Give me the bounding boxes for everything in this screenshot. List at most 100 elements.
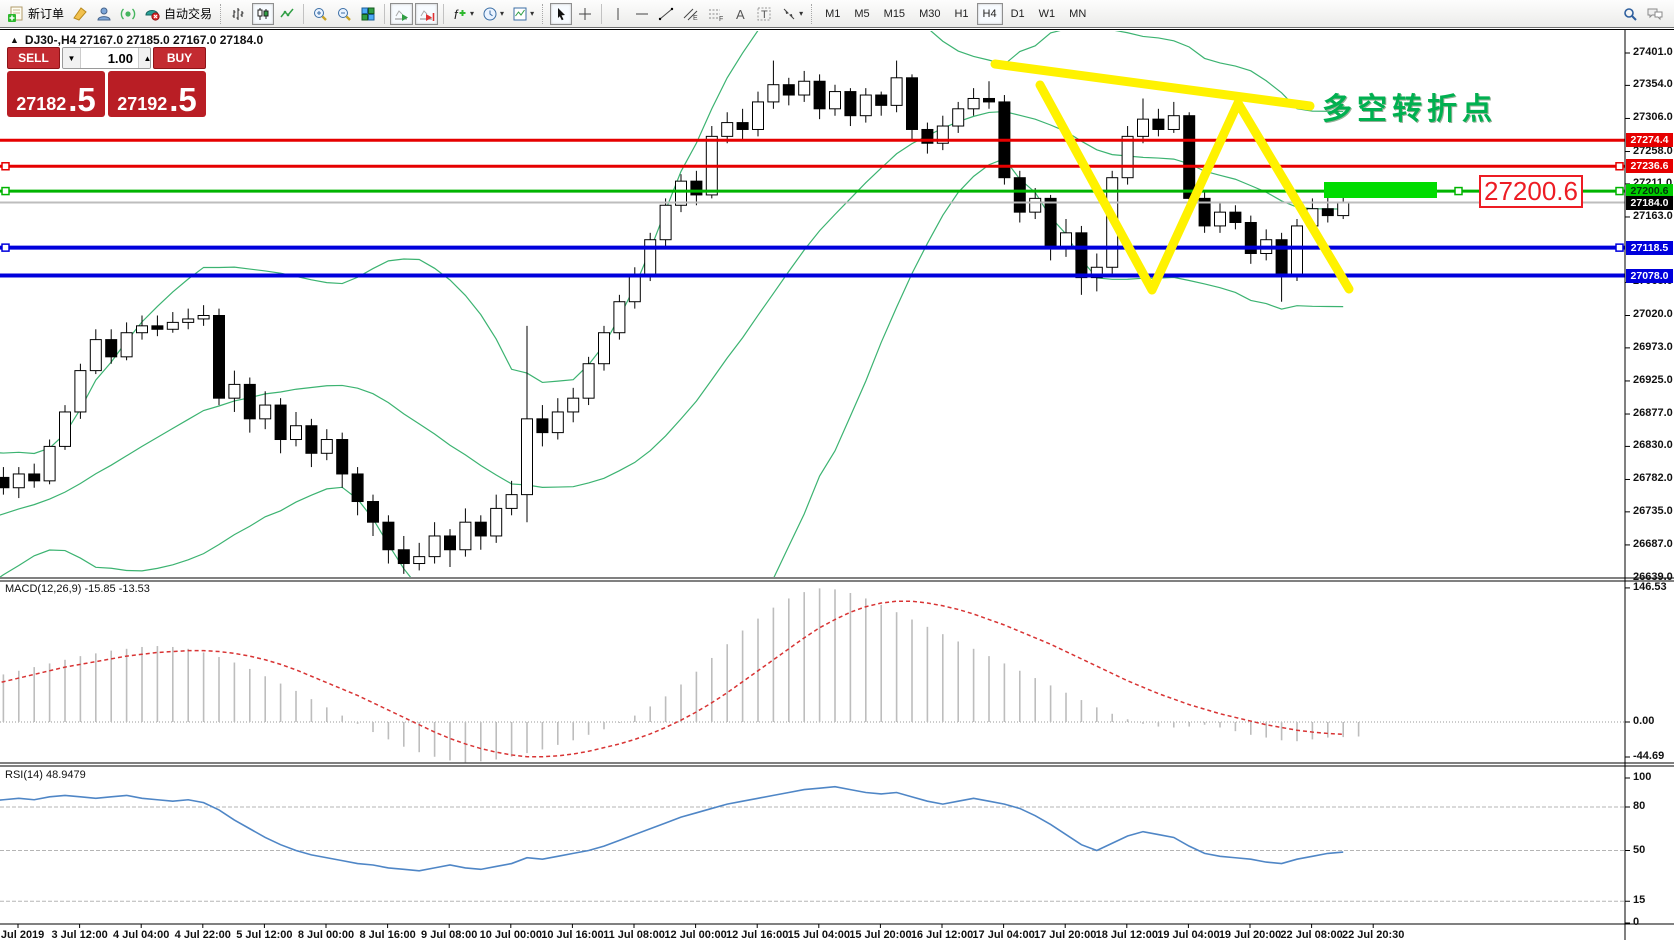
toolbar-grip bbox=[220, 3, 223, 24]
cursor-button[interactable] bbox=[550, 2, 573, 25]
vertical-line-tool[interactable] bbox=[607, 3, 629, 25]
yellow-zigzag[interactable] bbox=[1035, 80, 1354, 295]
buy-price-main: 27192 bbox=[117, 94, 168, 114]
hline-handle[interactable] bbox=[1, 243, 10, 252]
tab-tf-W1[interactable]: W1 bbox=[1033, 3, 1062, 25]
macd-label: MACD(12,26,9) -15.85 -13.53 bbox=[5, 583, 150, 595]
bar-chart-icon bbox=[232, 7, 244, 20]
volume-input[interactable] bbox=[81, 48, 138, 68]
chat-icon bbox=[1647, 8, 1663, 20]
profile-button[interactable] bbox=[93, 3, 115, 25]
crosshair-button[interactable] bbox=[574, 3, 596, 25]
macd-histogram bbox=[2, 588, 1360, 763]
tab-tf-H4[interactable]: H4 bbox=[976, 2, 1003, 25]
collapse-panel-icon[interactable]: ▲ bbox=[10, 35, 19, 45]
hline-handle[interactable] bbox=[1, 162, 10, 171]
equidistant-channel-tool[interactable]: E bbox=[679, 3, 702, 25]
cursor-icon bbox=[558, 7, 566, 20]
tile-windows-button[interactable] bbox=[357, 3, 379, 25]
search-button[interactable] bbox=[1619, 3, 1641, 25]
arrows-tool[interactable]: ▾ bbox=[778, 3, 806, 25]
auto-scroll-button[interactable] bbox=[390, 2, 414, 25]
buy-price-button[interactable]: 27192 .5 bbox=[108, 71, 206, 117]
new-order-label: 新订单 bbox=[28, 7, 65, 21]
text-label-tool[interactable]: T bbox=[753, 3, 776, 25]
tab-tf-M30[interactable]: M30 bbox=[913, 3, 946, 25]
indicators-button[interactable]: f ▾ bbox=[449, 3, 477, 25]
new-order-button[interactable]: 新订单 bbox=[4, 3, 67, 25]
tab-tf-H1[interactable]: H1 bbox=[948, 3, 974, 25]
hline-handle[interactable] bbox=[1, 186, 10, 196]
hline-handle[interactable] bbox=[1615, 243, 1624, 252]
sell-price-fraction: .5 bbox=[68, 81, 96, 119]
macd-signal-line bbox=[0, 600, 1344, 758]
chart-bars-button[interactable] bbox=[228, 3, 250, 25]
sell-button[interactable]: SELL bbox=[7, 47, 60, 69]
toolbar-grip bbox=[811, 3, 814, 24]
buy-price-fraction: .5 bbox=[169, 81, 197, 119]
zoom-in-icon bbox=[314, 7, 327, 21]
chevron-down-icon: ▾ bbox=[500, 9, 505, 18]
supply-zone-rect[interactable] bbox=[1324, 182, 1437, 198]
svg-text:A: A bbox=[736, 7, 745, 22]
new-order-icon bbox=[8, 6, 23, 22]
volume-decrease-button[interactable]: ▼ bbox=[63, 48, 81, 68]
toolbar-separator bbox=[443, 3, 445, 24]
tab-tf-D1[interactable]: D1 bbox=[1005, 3, 1031, 25]
clock-icon bbox=[483, 7, 497, 20]
toolbar: 新订单 自动交易 bbox=[0, 0, 1674, 28]
chat-button[interactable] bbox=[1643, 3, 1667, 25]
chevron-down-icon: ▾ bbox=[799, 9, 804, 18]
chart-title: ▲ DJ30-,H4 27167.0 27185.0 27167.0 27184… bbox=[10, 33, 263, 47]
toolbar-grip bbox=[542, 3, 545, 24]
tab-tf-M15[interactable]: M15 bbox=[878, 3, 911, 25]
periods-button[interactable]: ▾ bbox=[479, 3, 507, 25]
highlighter-icon bbox=[73, 6, 87, 21]
volume-increase-button[interactable]: ▲ bbox=[138, 48, 150, 68]
volume-spinner: ▼ ▲ bbox=[62, 47, 151, 69]
tab-tf-M5[interactable]: M5 bbox=[848, 3, 875, 25]
text-a-icon: A bbox=[736, 7, 745, 22]
svg-text:T: T bbox=[761, 9, 768, 21]
hline-handle[interactable] bbox=[1454, 186, 1463, 196]
text-tool[interactable]: A bbox=[729, 3, 751, 25]
indicators-icon: f bbox=[454, 7, 466, 22]
autotrade-label: 自动交易 bbox=[164, 7, 213, 21]
buy-button[interactable]: BUY bbox=[153, 47, 206, 69]
one-click-trading-panel: SELL ▼ ▲ BUY 27182 .5 27192 .5 bbox=[7, 47, 206, 117]
sell-price-main: 27182 bbox=[16, 94, 67, 114]
chart-line-button[interactable] bbox=[276, 3, 298, 25]
hline-handle[interactable] bbox=[1615, 162, 1624, 171]
autotrade-button[interactable]: 自动交易 bbox=[141, 3, 215, 25]
zoom-in-button[interactable] bbox=[309, 3, 331, 25]
zoom-out-button[interactable] bbox=[333, 3, 355, 25]
fibonacci-icon: F bbox=[709, 9, 723, 22]
toolbar-separator bbox=[601, 3, 603, 24]
yellow-trendline[interactable] bbox=[990, 59, 1315, 111]
horizontal-line-icon bbox=[636, 13, 649, 14]
profile-icon bbox=[97, 7, 111, 20]
horizontal-line-tool[interactable] bbox=[631, 3, 653, 25]
toolbar-separator bbox=[303, 3, 305, 24]
tab-tf-M1[interactable]: M1 bbox=[819, 3, 846, 25]
signal-icon bbox=[120, 8, 136, 19]
turning-point-annotation[interactable]: 多空转折点 bbox=[1322, 93, 1497, 126]
chart-candles-button[interactable] bbox=[252, 2, 275, 25]
rsi-line bbox=[0, 785, 1344, 872]
fibonacci-tool[interactable]: F bbox=[704, 3, 727, 25]
chart-shift-button[interactable] bbox=[415, 2, 439, 25]
sell-price-button[interactable]: 27182 .5 bbox=[7, 71, 105, 117]
signal-button[interactable] bbox=[117, 3, 139, 25]
arrows-icon bbox=[783, 8, 795, 19]
price-callout-box[interactable]: 27200.6 bbox=[1479, 175, 1583, 208]
trendline-tool[interactable] bbox=[655, 3, 677, 25]
chevron-down-icon: ▾ bbox=[470, 9, 475, 18]
templates-button[interactable]: ▾ bbox=[509, 3, 537, 25]
hline-handle[interactable] bbox=[1615, 186, 1624, 196]
tab-tf-MN[interactable]: MN bbox=[1063, 3, 1092, 25]
candlesticks bbox=[0, 60, 1350, 574]
zoom-out-icon bbox=[338, 7, 351, 21]
highlighter-button[interactable] bbox=[69, 3, 91, 25]
vertical-line-icon bbox=[617, 7, 619, 20]
